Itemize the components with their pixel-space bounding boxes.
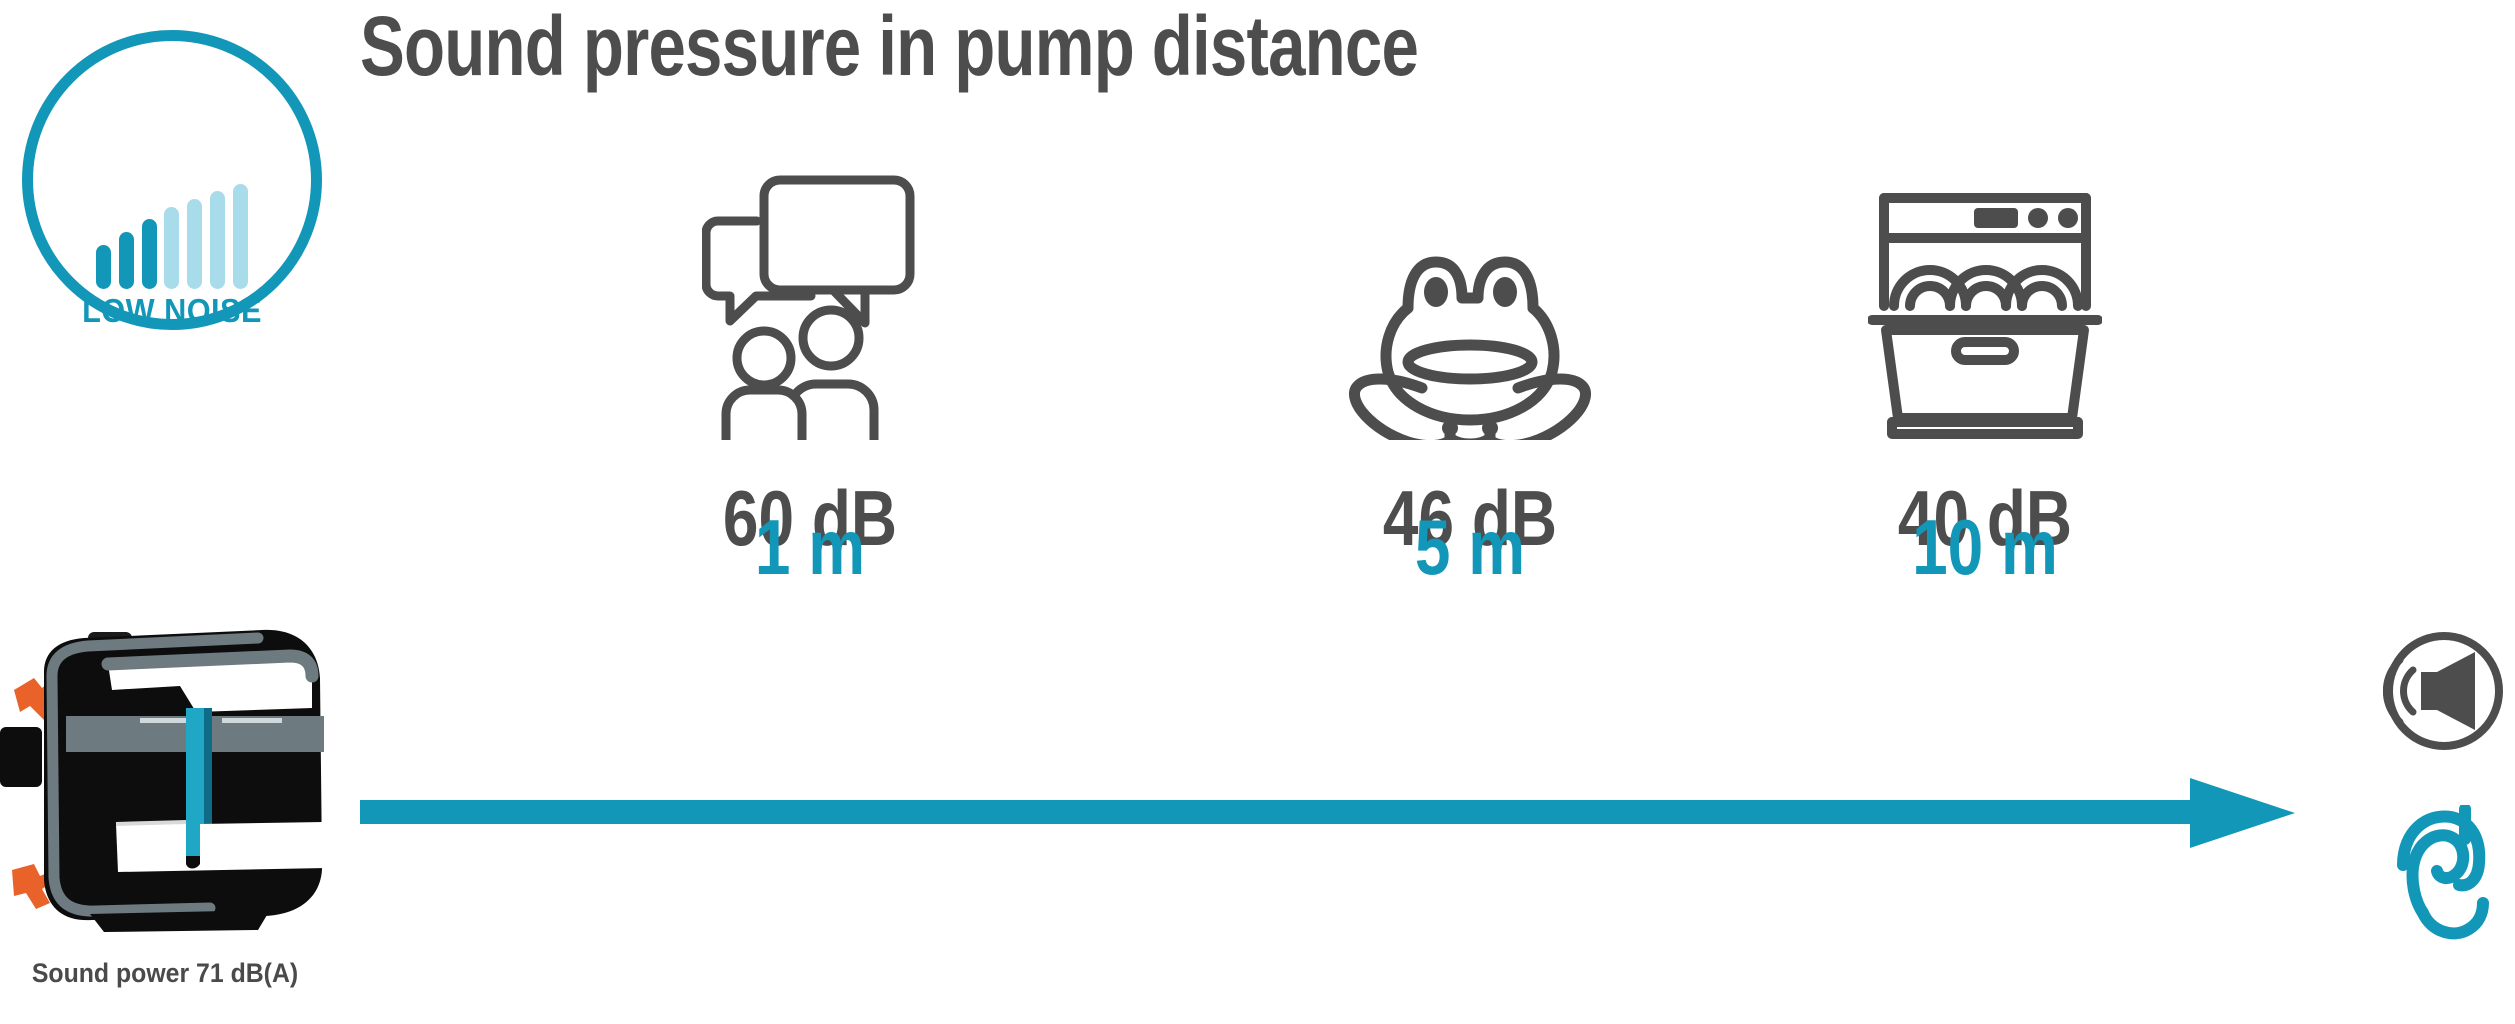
dishwasher-icon [1790,150,2180,440]
noise-bar-2 [118,232,134,289]
noise-bar-6 [210,191,226,289]
badge-ring [22,30,322,330]
pump-caption: Sound power 71 dB(A) [31,958,299,988]
pump-product-image [0,612,330,942]
speaker-icon [2382,630,2505,752]
low-noise-badge: LOW NOISE [22,30,322,330]
db-value: 40 dB [1897,474,2073,562]
distance-value: 10 m [1912,503,2058,591]
page-title: Sound pressure in pump distance [360,0,1419,93]
noise-bar-5 [187,199,203,289]
noise-bar-7 [232,184,248,289]
frog-icon [1275,150,1665,440]
measurement-column-1m: 60 dB 1 m [615,150,1005,587]
measurement-column-5m: 46 dB 5 m [1275,150,1665,587]
distance-value: 1 m [754,503,866,591]
distance-value: 5 m [1414,503,1526,591]
noise-bar-4 [164,207,180,289]
noise-bar-1 [96,245,111,289]
low-noise-label: LOW NOISE [82,292,262,329]
noise-level-bars [96,184,248,289]
ear-icon [2395,803,2503,940]
db-value: 60 dB [722,474,898,562]
conversation-icon [615,150,1005,440]
db-value: 46 dB [1382,474,1558,562]
measurement-column-10m: 40 dB 10 m [1790,150,2180,587]
noise-bar-3 [141,219,157,289]
distance-arrow [360,778,2295,848]
